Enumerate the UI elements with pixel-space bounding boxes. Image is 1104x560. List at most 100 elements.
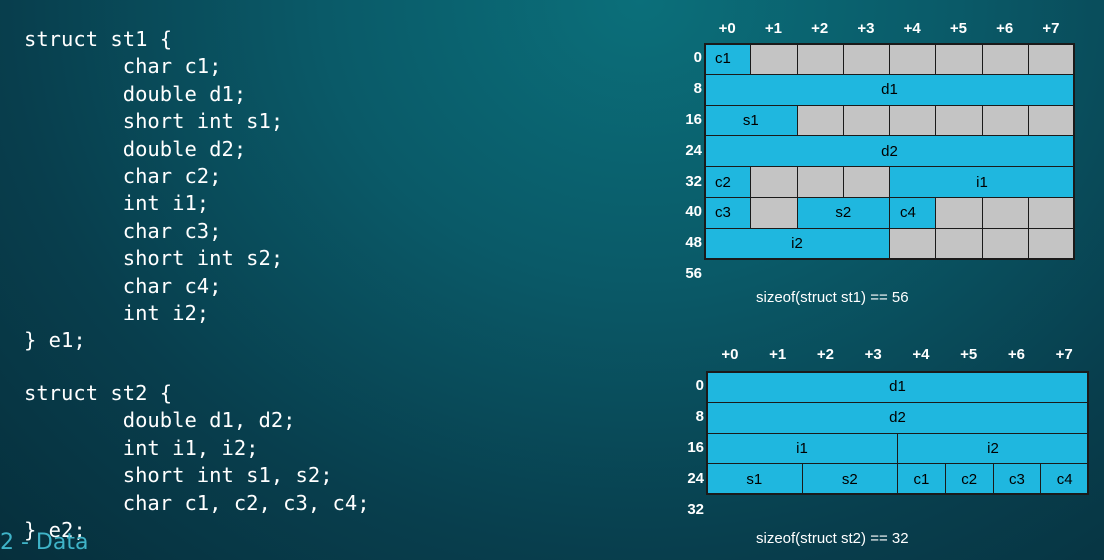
struct-st1-code: struct st1 { char c1; double d1; short i…: [24, 26, 283, 355]
padding-cell: [1027, 227, 1075, 260]
row-offset-label: 8: [693, 80, 702, 98]
padding-cell: [842, 104, 890, 137]
row-offset-label: 24: [685, 141, 702, 159]
padding-cell: [750, 43, 798, 75]
padding-cell: [1027, 104, 1075, 137]
field-cell: i2: [704, 227, 890, 260]
field-label: d1: [889, 378, 906, 396]
field-cell: s2: [796, 197, 890, 229]
field-cell: i1: [706, 432, 898, 465]
code-line: } e1;: [24, 328, 86, 353]
padding-cell: [935, 227, 983, 260]
field-cell: c3: [704, 197, 752, 229]
field-cell: c1: [704, 43, 752, 75]
row-offset-label: 8: [695, 408, 704, 426]
field-label: i1: [976, 173, 988, 191]
field-cell: c4: [889, 197, 937, 229]
byte-offset-header: +3: [864, 346, 882, 363]
code-line: short int s1;: [24, 109, 284, 134]
field-cell: c2: [944, 463, 994, 496]
row-offset-label: 56: [685, 265, 702, 282]
padding-cell: [842, 166, 890, 198]
field-cell: d1: [706, 371, 1089, 403]
code-line: char c2;: [24, 163, 222, 188]
field-label: c4: [1056, 470, 1073, 488]
code-line: short int s2;: [24, 246, 284, 271]
code-line: char c1;: [24, 54, 222, 79]
struct-st2-code: struct st2 { double d1, d2; int i1, i2; …: [24, 380, 370, 544]
padding-cell: [842, 43, 890, 75]
padding-cell: [796, 43, 844, 75]
sizeof-caption: sizeof(struct st2) == 32: [756, 530, 909, 547]
field-cell: s2: [801, 463, 898, 496]
sizeof-caption: sizeof(struct st1) == 56: [756, 289, 909, 306]
byte-offset-header: +7: [1055, 346, 1073, 363]
padding-cell: [889, 43, 937, 75]
field-label: c3: [715, 204, 731, 222]
padding-cell: [935, 197, 983, 229]
field-label: s2: [835, 204, 852, 222]
padding-cell: [750, 166, 798, 198]
code-line: double d1, d2;: [24, 408, 296, 433]
field-label: c2: [961, 470, 978, 488]
code-line: int i1;: [24, 191, 210, 216]
field-label: c1: [715, 50, 731, 68]
field-label: c1: [913, 470, 930, 488]
field-label: i1: [796, 439, 808, 457]
field-cell: d2: [706, 401, 1089, 434]
code-line: struct st1 {: [24, 27, 173, 51]
row-offset-label: 0: [693, 49, 702, 67]
code-line: } e2;: [24, 517, 86, 542]
padding-cell: [1027, 197, 1075, 229]
field-label: s1: [742, 111, 759, 129]
byte-offset-header: +2: [811, 20, 829, 37]
byte-offset-header: +2: [816, 346, 834, 363]
byte-offset-header: +0: [721, 346, 739, 363]
byte-offset-header: +4: [903, 20, 921, 37]
field-cell: c1: [897, 463, 946, 496]
field-label: d2: [881, 142, 898, 160]
row-offset-label: 16: [685, 111, 702, 128]
field-label: c2: [715, 173, 731, 191]
byte-offset-header: +6: [996, 20, 1014, 37]
padding-cell: [981, 197, 1029, 229]
byte-offset-header: +4: [912, 346, 930, 363]
padding-cell: [750, 197, 798, 229]
row-offset-label: 40: [685, 203, 702, 221]
byte-offset-header: +1: [769, 346, 787, 363]
field-cell: i2: [897, 432, 1089, 465]
field-cell: s1: [706, 463, 803, 496]
padding-cell: [796, 166, 844, 198]
padding-cell: [1027, 43, 1075, 75]
field-cell: d1: [704, 73, 1075, 106]
padding-cell: [981, 104, 1029, 137]
row-offset-label: 32: [687, 500, 704, 518]
code-line: char c3;: [24, 218, 222, 243]
byte-offset-header: +0: [718, 20, 736, 37]
padding-cell: [981, 43, 1029, 75]
row-offset-label: 0: [695, 377, 704, 395]
field-label: d2: [889, 409, 906, 427]
field-cell: c2: [704, 166, 752, 198]
byte-offset-header: +7: [1042, 20, 1060, 37]
padding-cell: [796, 104, 844, 137]
field-cell: d2: [704, 135, 1075, 168]
row-offset-label: 16: [687, 439, 704, 456]
byte-offset-header: +5: [960, 346, 978, 363]
padding-cell: [935, 104, 983, 137]
field-label: c3: [1008, 470, 1025, 488]
code-line: short int s1, s2;: [24, 463, 333, 488]
padding-cell: [889, 227, 937, 260]
field-label: c4: [900, 204, 916, 222]
padding-cell: [889, 104, 937, 137]
byte-offset-header: +3: [857, 20, 875, 37]
byte-offset-header: +6: [1007, 346, 1025, 363]
field-cell: c3: [992, 463, 1042, 496]
row-offset-label: 24: [687, 469, 704, 487]
field-cell: c4: [1040, 463, 1089, 496]
field-cell: s1: [704, 104, 798, 137]
code-line: double d2;: [24, 136, 247, 161]
row-offset-label: 32: [685, 172, 702, 190]
field-label: s1: [746, 470, 763, 488]
field-label: i2: [987, 439, 999, 457]
